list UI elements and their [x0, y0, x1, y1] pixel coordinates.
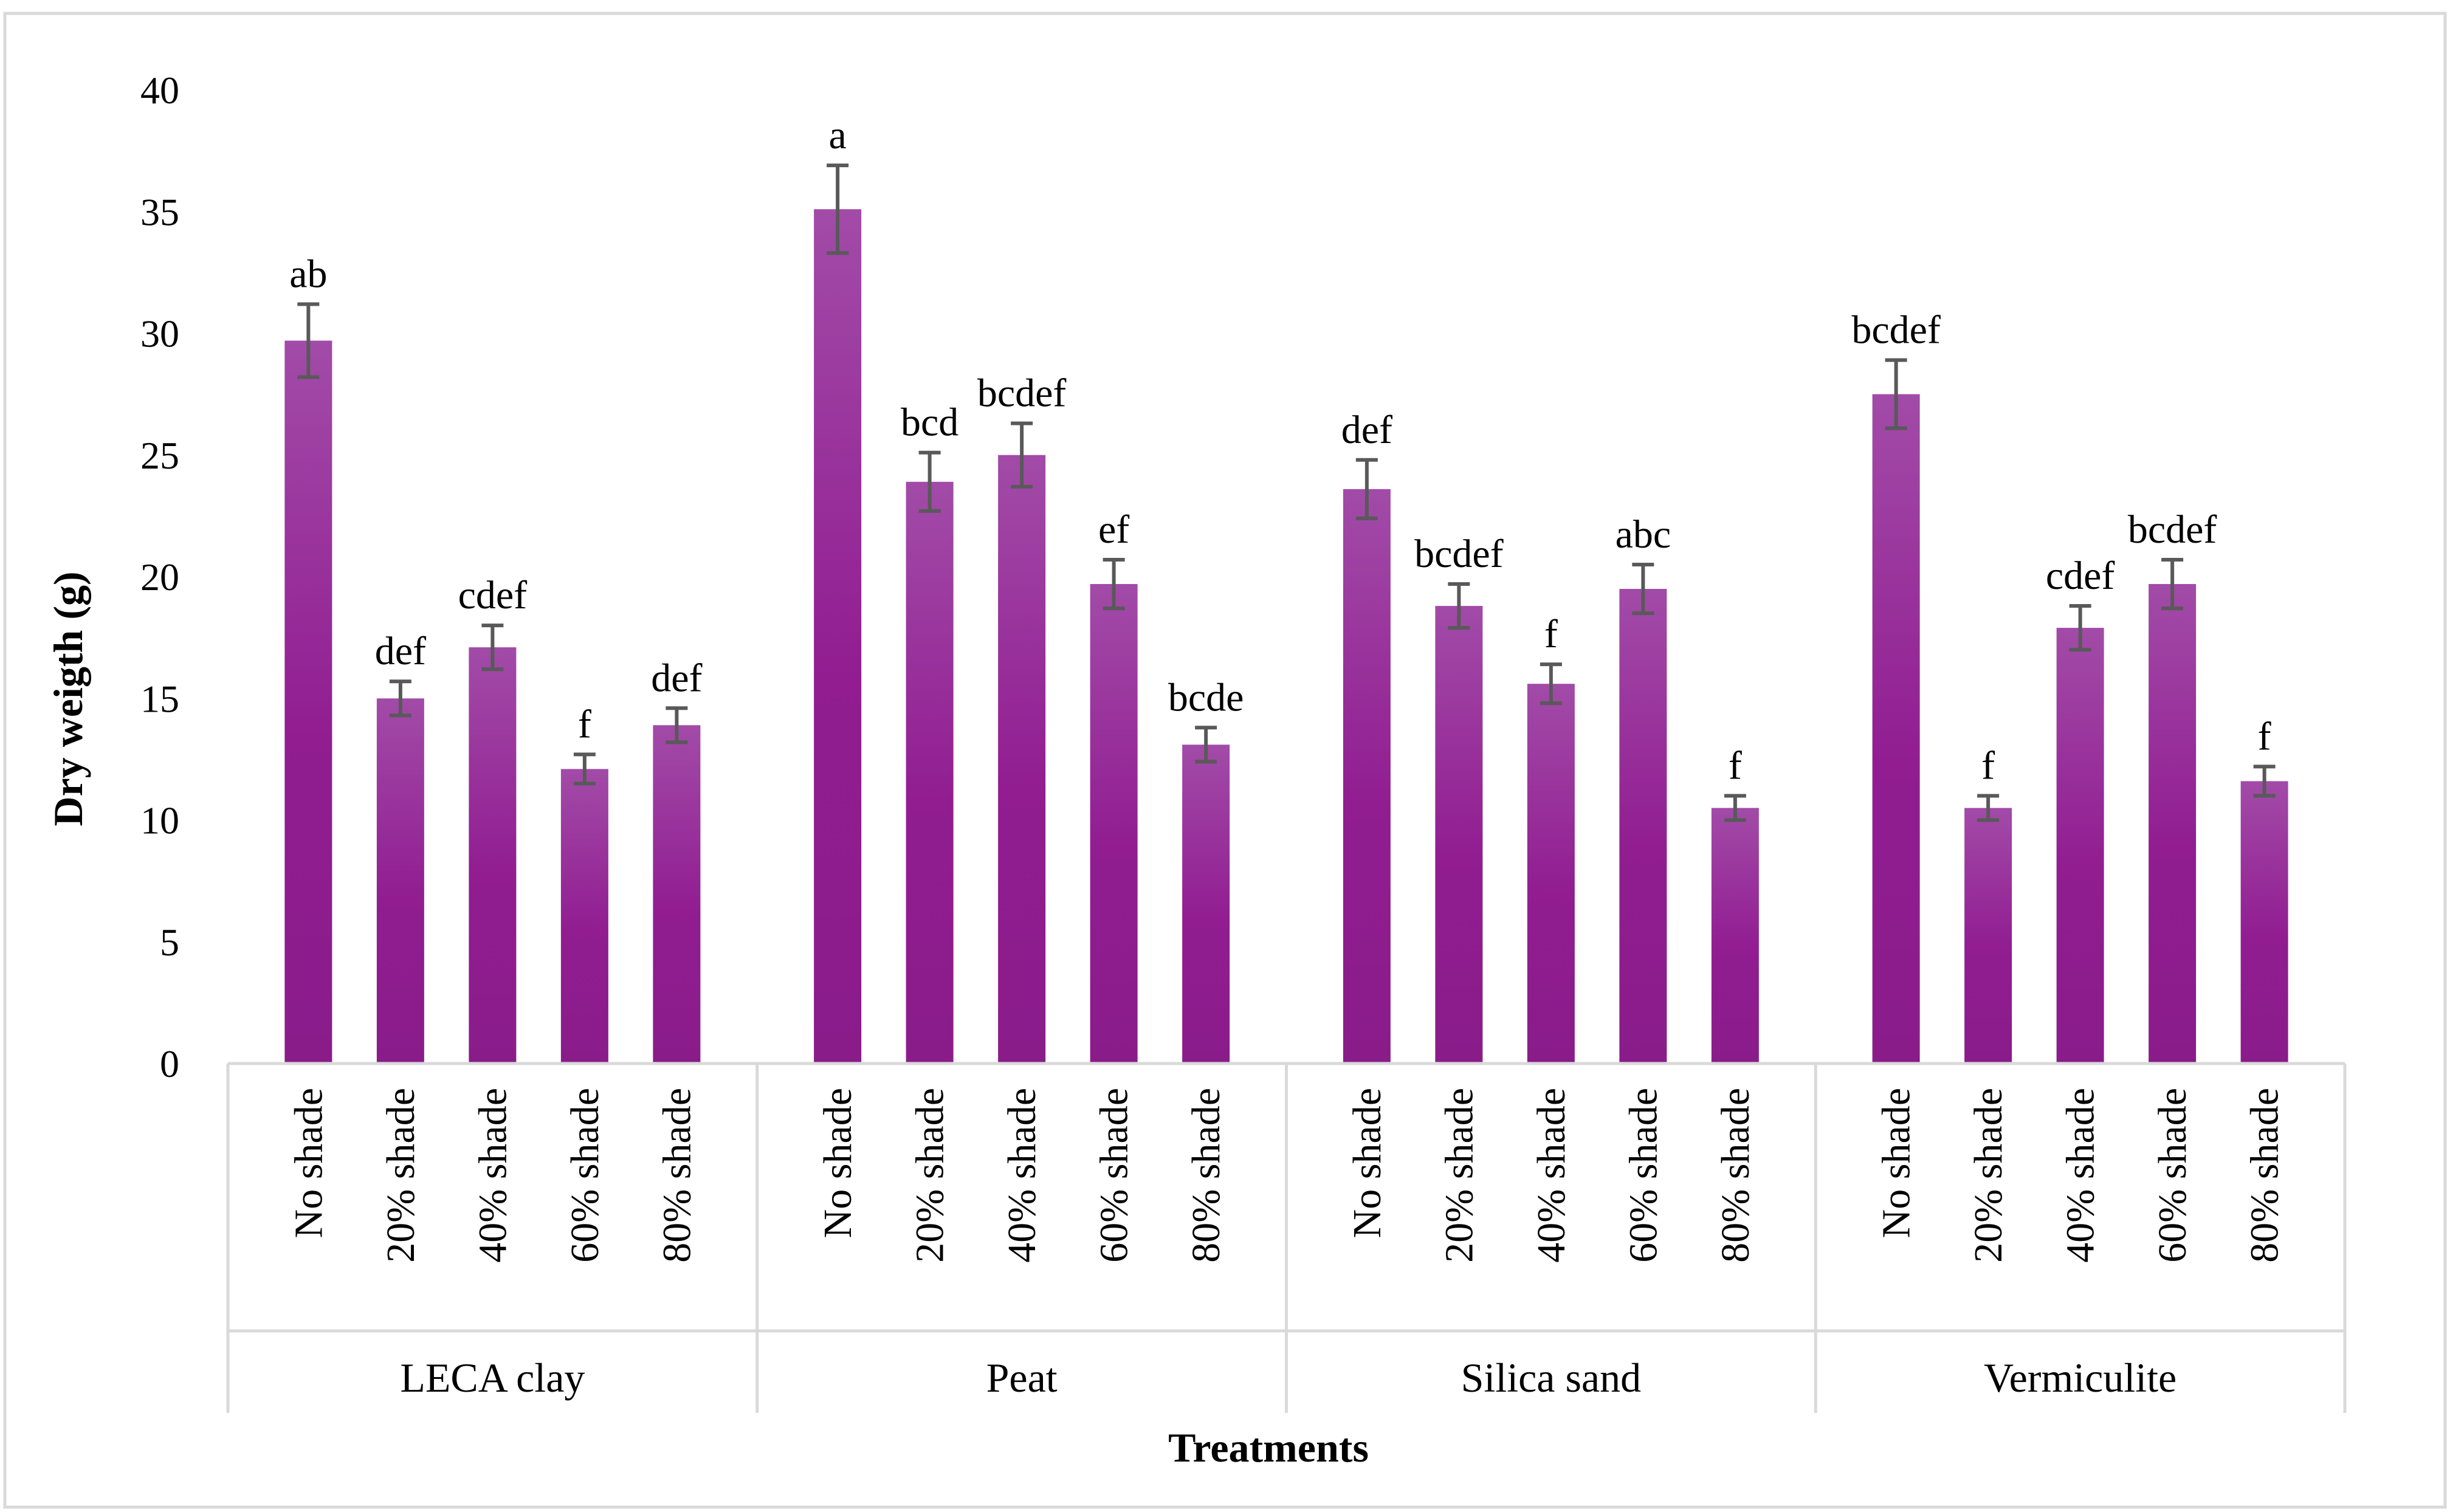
x-category-label: 40% shade: [470, 1088, 515, 1263]
significance-label: bcde: [1168, 675, 1244, 720]
y-tick-label: 40: [140, 69, 179, 112]
significance-label: bcdef: [1851, 308, 1941, 352]
y-tick-label: 25: [140, 434, 179, 477]
significance-label: ab: [289, 252, 327, 296]
significance-label: ef: [1098, 507, 1129, 552]
y-tick-label: 35: [140, 190, 179, 233]
x-group-label: Silica sand: [1461, 1355, 1642, 1401]
x-category-label: 40% shade: [1529, 1088, 1574, 1263]
significance-label: f: [1729, 743, 1742, 788]
significance-label: cdef: [458, 573, 528, 617]
x-category-label: 80% shade: [1184, 1088, 1228, 1263]
significance-label: f: [2258, 714, 2271, 758]
significance-label: bcd: [901, 400, 958, 445]
significance-label: f: [1981, 743, 1995, 788]
y-tick-label: 10: [140, 799, 179, 842]
x-category-label: 60% shade: [1621, 1088, 1665, 1263]
bar: [998, 455, 1046, 1064]
bar: [2149, 584, 2197, 1064]
y-axis-title: Dry weigth (g): [45, 571, 91, 826]
bar: [1435, 606, 1483, 1064]
bar: [1527, 684, 1575, 1064]
x-category-label: 60% shade: [2150, 1088, 2195, 1263]
significance-label: def: [375, 629, 426, 673]
x-axis: No shade 20% shade 40% shade 60% shade 80% s…: [226, 1062, 2347, 1413]
significance-label: a: [828, 113, 846, 157]
x-group-label: LECA clay: [400, 1355, 585, 1401]
bar: [1182, 744, 1230, 1064]
bar: [1872, 394, 1920, 1064]
x-category-label: 40% shade: [1000, 1088, 1044, 1263]
bar: [1090, 584, 1138, 1064]
y-tick-label: 30: [140, 312, 179, 356]
bar: [1964, 808, 2012, 1064]
x-category-label: No shade: [1874, 1088, 1919, 1238]
y-tick-label: 15: [140, 677, 179, 720]
x-category-label: 40% shade: [2059, 1088, 2103, 1263]
x-category-label: 80% shade: [2243, 1088, 2287, 1263]
x-category-label: No shade: [816, 1088, 860, 1238]
y-axis: 0 5 10 15 20 25 30 35 40: [140, 69, 179, 1085]
y-tick-label: 0: [160, 1042, 179, 1085]
bar: [284, 340, 332, 1064]
y-tick-label: 20: [140, 555, 179, 599]
bar: [653, 725, 701, 1064]
bar: [2056, 628, 2104, 1064]
bar: [906, 481, 954, 1064]
x-category-label: 20% shade: [908, 1088, 952, 1263]
bar: [814, 209, 862, 1064]
bar: [376, 698, 424, 1064]
bars-layer: abdefcdeffdefabcdbcdefefbcdedefbcdeffabc…: [284, 113, 2288, 1064]
significance-label: def: [651, 656, 702, 700]
x-axis-title: Treatments: [1168, 1424, 1369, 1471]
x-category-label: 60% shade: [563, 1088, 607, 1263]
bar: [1343, 489, 1391, 1064]
bar: [1619, 589, 1667, 1064]
x-category-label: 20% shade: [1437, 1088, 1481, 1263]
significance-label: def: [1341, 408, 1392, 452]
significance-label: abc: [1616, 512, 1671, 557]
bar: [2240, 781, 2288, 1064]
x-category-label: No shade: [1345, 1088, 1389, 1238]
x-group-label: Peat: [986, 1355, 1058, 1401]
x-category-label: No shade: [286, 1088, 331, 1238]
significance-label: bcdef: [2128, 507, 2217, 552]
x-category-label: 20% shade: [379, 1088, 423, 1263]
bar: [560, 769, 608, 1064]
significance-label: f: [1544, 612, 1558, 656]
significance-label: bcdef: [1414, 532, 1504, 576]
x-group-label: Vermiculite: [1984, 1355, 2176, 1401]
bar: [1711, 808, 1759, 1064]
x-category-label: 60% shade: [1092, 1088, 1137, 1263]
significance-label: bcdef: [977, 371, 1067, 416]
bar: [469, 647, 517, 1064]
x-category-label: 80% shade: [655, 1088, 699, 1263]
significance-label: f: [578, 702, 591, 746]
significance-label: cdef: [2046, 554, 2115, 598]
y-tick-label: 5: [160, 921, 179, 964]
x-category-label: 80% shade: [1713, 1088, 1758, 1263]
x-category-label: 20% shade: [1966, 1088, 2011, 1263]
